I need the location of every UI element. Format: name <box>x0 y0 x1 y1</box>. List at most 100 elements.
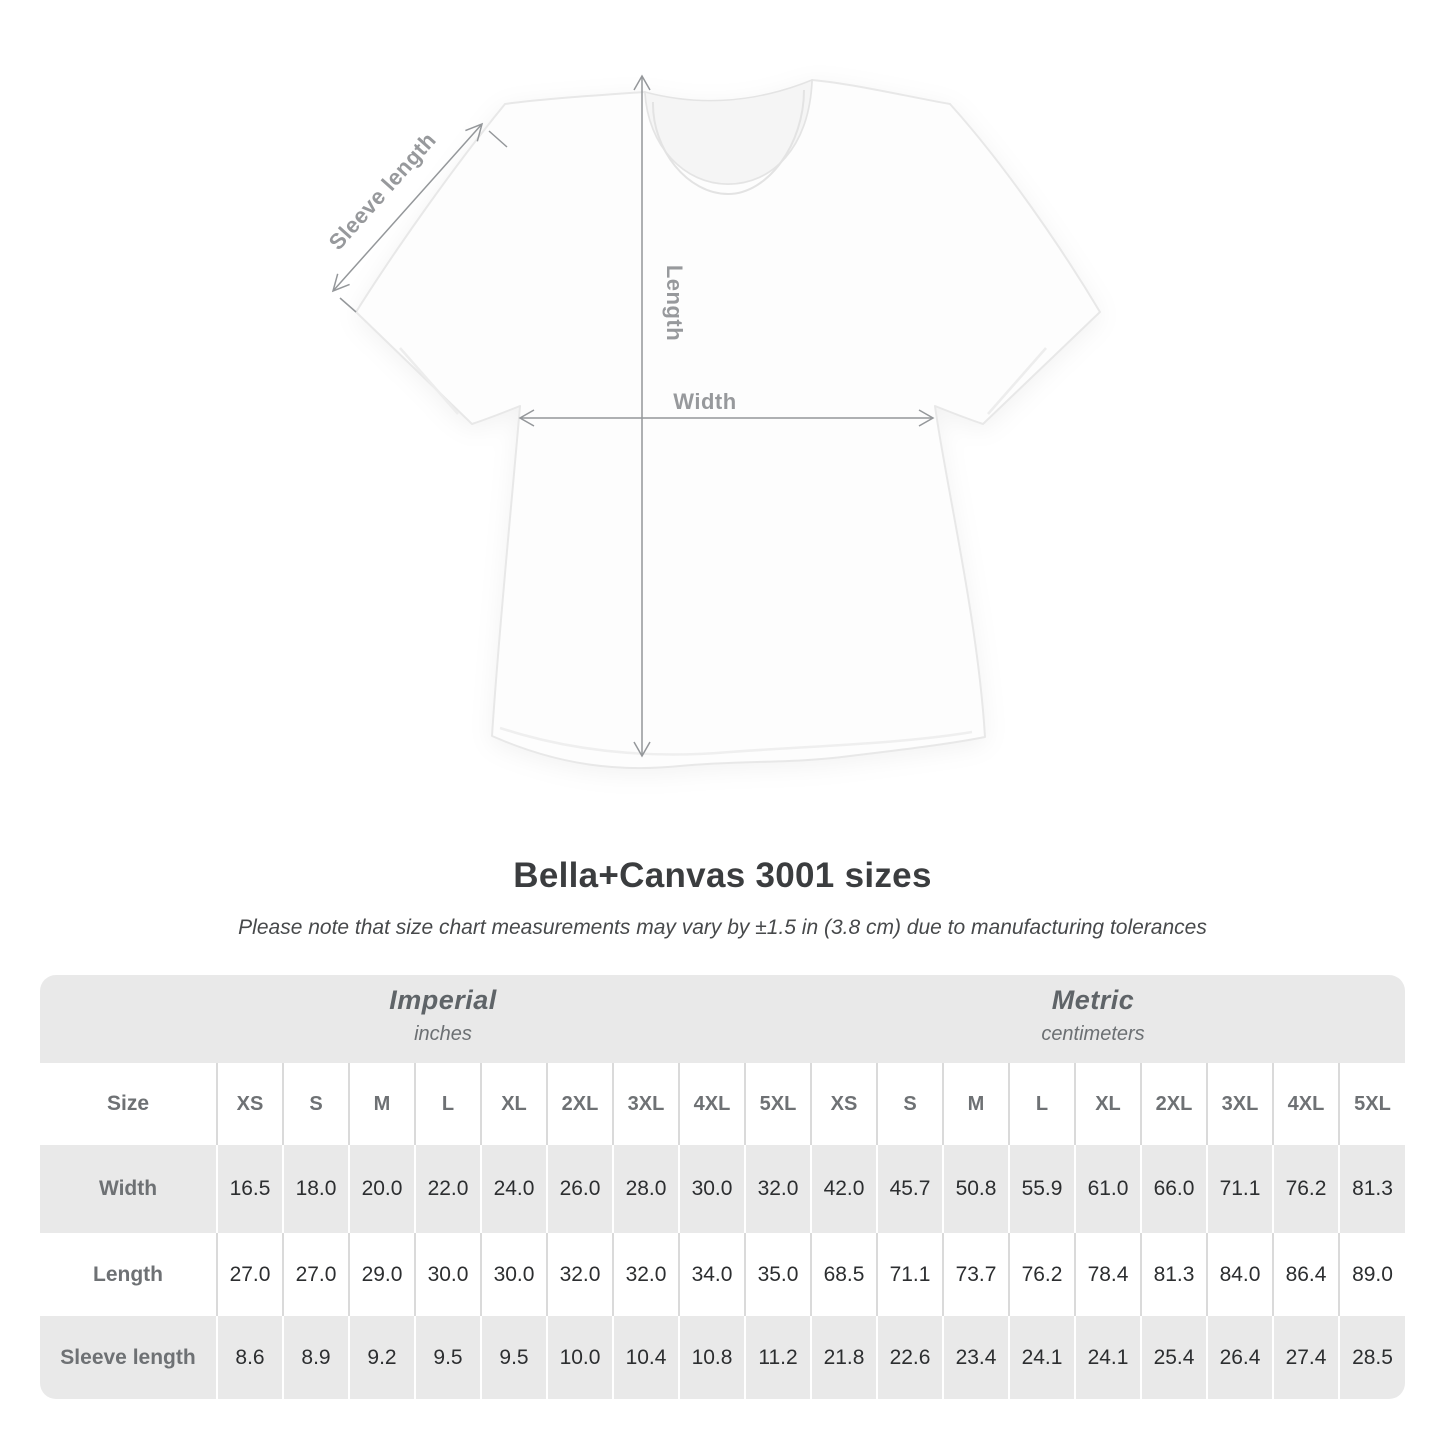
value-cell: 21.8 <box>810 1316 877 1399</box>
value-cell: 71.1 <box>876 1233 943 1316</box>
imperial-unit: inches <box>414 1023 472 1045</box>
value-cell: 10.4 <box>612 1316 679 1399</box>
value-cell: 89.0 <box>1338 1233 1405 1316</box>
value-cell: 34.0 <box>678 1233 745 1316</box>
value-cell: 24.1 <box>1074 1316 1141 1399</box>
value-cell: 26.0 <box>546 1145 613 1233</box>
size-cell: M <box>348 1063 415 1145</box>
size-cell: 3XL <box>612 1063 679 1145</box>
value-cell: 45.7 <box>876 1145 943 1233</box>
value-cell: 32.0 <box>546 1233 613 1316</box>
metric-title: Metric <box>1051 985 1135 1015</box>
width-row-label: Width <box>98 1177 158 1200</box>
value-cell: 20.0 <box>348 1145 415 1233</box>
tolerance-note: Please note that size chart measurements… <box>238 916 1207 939</box>
units-header-band: Imperial inches Metric centimeters <box>40 975 1405 1063</box>
sleeve-length-row: Sleeve length 8.6 8.9 9.2 9.5 9.5 10.0 1… <box>40 1316 1405 1399</box>
size-cell: 3XL <box>1206 1063 1273 1145</box>
size-cell: S <box>282 1063 349 1145</box>
value-cell: 10.8 <box>678 1316 745 1399</box>
value-cell: 16.5 <box>216 1145 283 1233</box>
size-cell: 4XL <box>678 1063 745 1145</box>
value-cell: 71.1 <box>1206 1145 1273 1233</box>
hem-crease <box>499 726 973 756</box>
sleeve-row-label: Sleeve length <box>60 1345 196 1369</box>
value-cell: 32.0 <box>612 1233 679 1316</box>
left-cuff-crease <box>399 347 459 415</box>
length-arrow <box>633 74 651 758</box>
value-cell: 9.5 <box>414 1316 481 1399</box>
length-row: Length 27.0 27.0 29.0 30.0 30.0 32.0 32.… <box>40 1233 1405 1316</box>
value-cell: 76.2 <box>1272 1145 1339 1233</box>
size-cell: 2XL <box>1140 1063 1207 1145</box>
size-cell: XL <box>1074 1063 1141 1145</box>
value-cell: 50.8 <box>942 1145 1009 1233</box>
size-table: Imperial inches Metric centimeters Size … <box>40 975 1405 1399</box>
page-title: Bella+Canvas 3001 sizes <box>513 856 932 895</box>
width-label: Width <box>673 389 736 414</box>
value-cell: 32.0 <box>744 1145 811 1233</box>
value-cell: 42.0 <box>810 1145 877 1233</box>
value-cell: 86.4 <box>1272 1233 1339 1316</box>
width-arrow <box>518 409 935 427</box>
value-cell: 81.3 <box>1338 1145 1405 1233</box>
value-cell: 9.5 <box>480 1316 547 1399</box>
sleeve-length-arrow <box>331 122 508 313</box>
value-cell: 73.7 <box>942 1233 1009 1316</box>
value-cell: 84.0 <box>1206 1233 1273 1316</box>
value-cell: 30.0 <box>678 1145 745 1233</box>
tshirt-outline <box>355 78 1101 770</box>
value-cell: 78.4 <box>1074 1233 1141 1316</box>
value-cell: 30.0 <box>414 1233 481 1316</box>
metric-unit: centimeters <box>1041 1023 1145 1045</box>
value-cell: 35.0 <box>744 1233 811 1316</box>
value-cell: 22.0 <box>414 1145 481 1233</box>
value-cell: 29.0 <box>348 1233 415 1316</box>
size-cell: 5XL <box>1338 1063 1405 1145</box>
size-cell: S <box>876 1063 943 1145</box>
value-cell: 27.0 <box>216 1233 283 1316</box>
length-row-label: Length <box>93 1262 163 1286</box>
collar-opening <box>644 78 813 185</box>
size-cell: XS <box>810 1063 877 1145</box>
value-cell: 68.5 <box>810 1233 877 1316</box>
value-cell: 25.4 <box>1140 1316 1207 1399</box>
value-cell: 55.9 <box>1008 1145 1075 1233</box>
value-cell: 28.0 <box>612 1145 679 1233</box>
value-cell: 27.0 <box>282 1233 349 1316</box>
imperial-title: Imperial <box>389 985 497 1015</box>
length-label: Length <box>662 265 687 341</box>
value-cell: 76.2 <box>1008 1233 1075 1316</box>
size-cell: 5XL <box>744 1063 811 1145</box>
value-cell: 22.6 <box>876 1316 943 1399</box>
value-cell: 9.2 <box>348 1316 415 1399</box>
right-cuff-crease <box>987 347 1047 415</box>
imperial-header: Imperial inches <box>389 985 497 1046</box>
value-cell: 30.0 <box>480 1233 547 1316</box>
size-cell: M <box>942 1063 1009 1145</box>
metric-header: Metric centimeters <box>1041 985 1144 1046</box>
size-cell: L <box>1008 1063 1075 1145</box>
size-cell: 4XL <box>1272 1063 1339 1145</box>
collar-band-line <box>651 89 805 196</box>
size-cell: 2XL <box>546 1063 613 1145</box>
value-cell: 8.9 <box>282 1316 349 1399</box>
value-cell: 10.0 <box>546 1316 613 1399</box>
value-cell: 24.1 <box>1008 1316 1075 1399</box>
value-cell: 18.0 <box>282 1145 349 1233</box>
size-header-row: Size XS S M L XL 2XL 3XL 4XL 5XL XS S M … <box>40 1063 1405 1145</box>
size-cell: XL <box>480 1063 547 1145</box>
measurements-table: Size XS S M L XL 2XL 3XL 4XL 5XL XS S M … <box>40 1063 1405 1399</box>
size-row-label: Size <box>106 1092 150 1115</box>
value-cell: 28.5 <box>1338 1316 1405 1399</box>
value-cell: 8.6 <box>216 1316 283 1399</box>
value-cell: 27.4 <box>1272 1316 1339 1399</box>
value-cell: 81.3 <box>1140 1233 1207 1316</box>
size-cell: XS <box>216 1063 283 1145</box>
value-cell: 66.0 <box>1140 1145 1207 1233</box>
tshirt-measurement-diagram: Sleeve length Length Width <box>324 74 1101 770</box>
value-cell: 26.4 <box>1206 1316 1273 1399</box>
value-cell: 24.0 <box>480 1145 547 1233</box>
value-cell: 61.0 <box>1074 1145 1141 1233</box>
width-row: Width 16.5 18.0 20.0 22.0 24.0 26.0 28.0… <box>40 1145 1405 1233</box>
